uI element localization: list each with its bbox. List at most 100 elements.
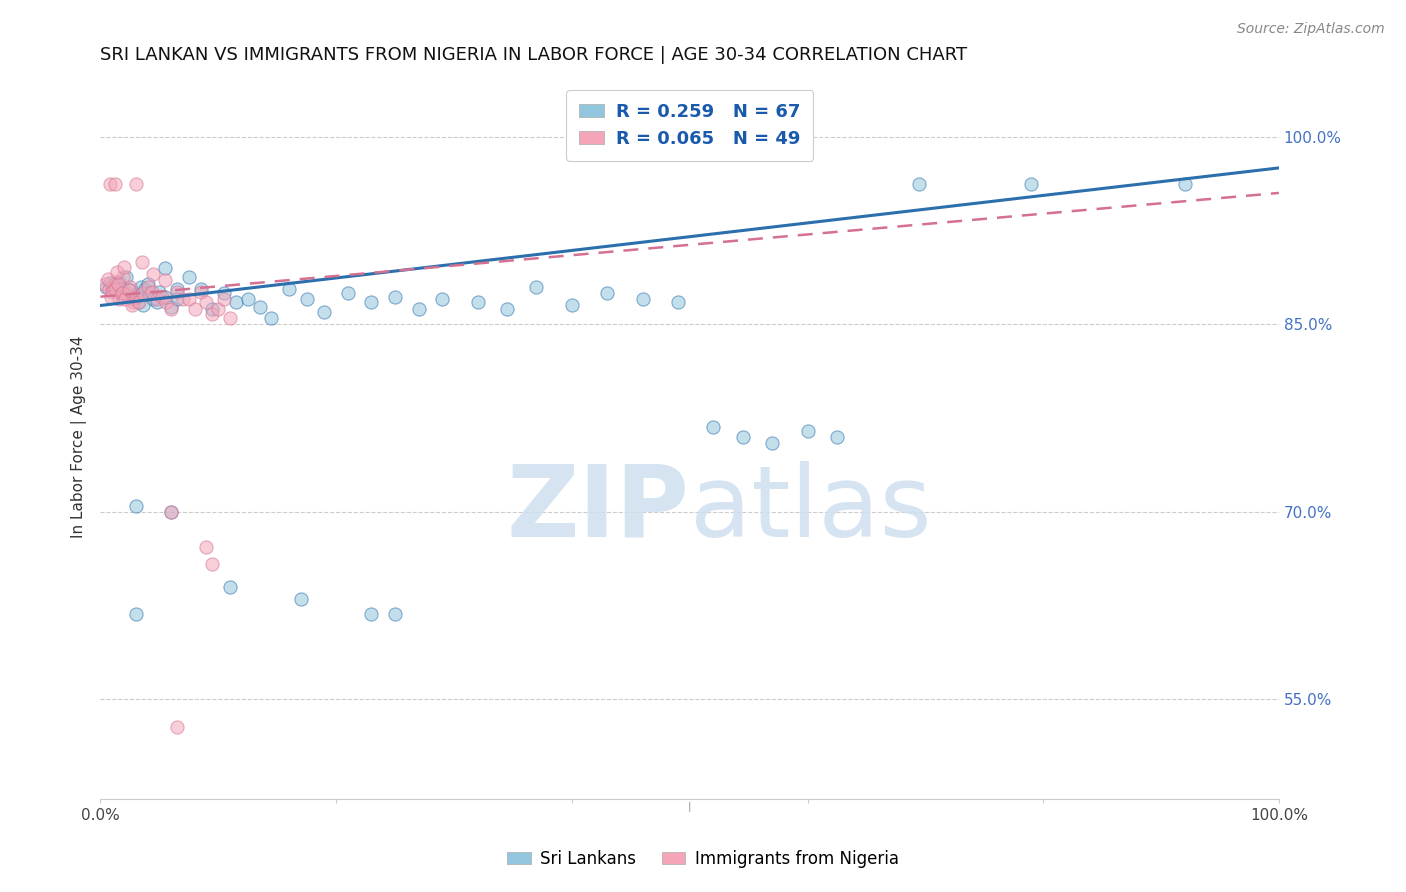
- Point: [115, 269, 138, 284]
- Point: [112, 285, 135, 300]
- Point: [249, 300, 271, 314]
- Point: [94, 277, 117, 292]
- Point: [101, 282, 124, 296]
- Point: [127, 294, 149, 309]
- Point: [432, 292, 454, 306]
- Point: [195, 540, 218, 554]
- Point: [142, 292, 165, 306]
- Point: [160, 505, 183, 519]
- Point: [212, 292, 235, 306]
- Point: [219, 580, 242, 594]
- Point: [101, 285, 124, 299]
- Point: [125, 287, 148, 301]
- Point: [201, 558, 224, 572]
- Point: [155, 294, 177, 309]
- Point: [219, 310, 242, 325]
- Point: [114, 292, 136, 306]
- Point: [142, 267, 165, 281]
- Point: [190, 282, 212, 296]
- Point: [212, 285, 235, 300]
- Point: [118, 279, 141, 293]
- Point: [107, 277, 129, 292]
- Text: Source: ZipAtlas.com: Source: ZipAtlas.com: [1237, 22, 1385, 37]
- Point: [160, 300, 183, 314]
- Point: [136, 279, 159, 293]
- Point: [236, 292, 259, 306]
- Point: [155, 290, 177, 304]
- Point: [96, 279, 118, 293]
- Point: [166, 720, 188, 734]
- Point: [225, 294, 247, 309]
- Point: [136, 277, 159, 292]
- Point: [336, 285, 359, 300]
- Point: [290, 592, 312, 607]
- Point: [111, 285, 134, 300]
- Point: [384, 607, 406, 622]
- Point: [108, 292, 131, 306]
- Point: [408, 302, 430, 317]
- Y-axis label: In Labor Force | Age 30-34: In Labor Force | Age 30-34: [72, 335, 87, 538]
- Text: atlas: atlas: [690, 461, 931, 558]
- Point: [115, 287, 138, 301]
- Legend: R = 0.259   N = 67, R = 0.065   N = 49: R = 0.259 N = 67, R = 0.065 N = 49: [565, 90, 814, 161]
- Point: [97, 282, 120, 296]
- Point: [100, 290, 122, 304]
- Point: [314, 304, 336, 318]
- Point: [98, 177, 121, 191]
- Point: [103, 282, 125, 296]
- Point: [796, 424, 818, 438]
- Point: [631, 292, 654, 306]
- Point: [201, 307, 224, 321]
- Point: [132, 298, 155, 312]
- Point: [125, 177, 148, 191]
- Point: [98, 276, 121, 290]
- Point: [160, 505, 183, 519]
- Point: [190, 285, 212, 299]
- Point: [526, 279, 548, 293]
- Point: [122, 294, 145, 309]
- Point: [155, 273, 177, 287]
- Point: [160, 302, 183, 317]
- Point: [1174, 177, 1197, 191]
- Point: [103, 177, 125, 191]
- Text: ZIP: ZIP: [506, 461, 690, 558]
- Point: [177, 292, 200, 306]
- Point: [96, 272, 118, 286]
- Point: [108, 275, 131, 289]
- Point: [825, 430, 848, 444]
- Point: [111, 281, 134, 295]
- Point: [129, 279, 152, 293]
- Point: [122, 292, 145, 306]
- Point: [183, 302, 205, 317]
- Point: [134, 282, 156, 296]
- Point: [125, 290, 148, 304]
- Point: [166, 292, 188, 306]
- Point: [195, 294, 218, 309]
- Point: [561, 298, 583, 312]
- Point: [111, 269, 134, 284]
- Point: [278, 282, 301, 296]
- Point: [125, 499, 148, 513]
- Point: [105, 285, 128, 299]
- Point: [128, 294, 150, 309]
- Point: [125, 607, 148, 622]
- Point: [118, 284, 141, 298]
- Point: [148, 285, 170, 299]
- Point: [908, 177, 931, 191]
- Point: [467, 294, 489, 309]
- Point: [166, 285, 188, 299]
- Point: [166, 282, 188, 296]
- Point: [207, 302, 229, 317]
- Point: [131, 254, 153, 268]
- Point: [360, 294, 382, 309]
- Point: [146, 294, 169, 309]
- Point: [150, 290, 173, 304]
- Point: [596, 285, 619, 300]
- Point: [155, 260, 177, 275]
- Point: [702, 419, 724, 434]
- Point: [112, 260, 135, 274]
- Point: [360, 607, 382, 622]
- Point: [104, 275, 127, 289]
- Point: [118, 290, 141, 304]
- Point: [177, 269, 200, 284]
